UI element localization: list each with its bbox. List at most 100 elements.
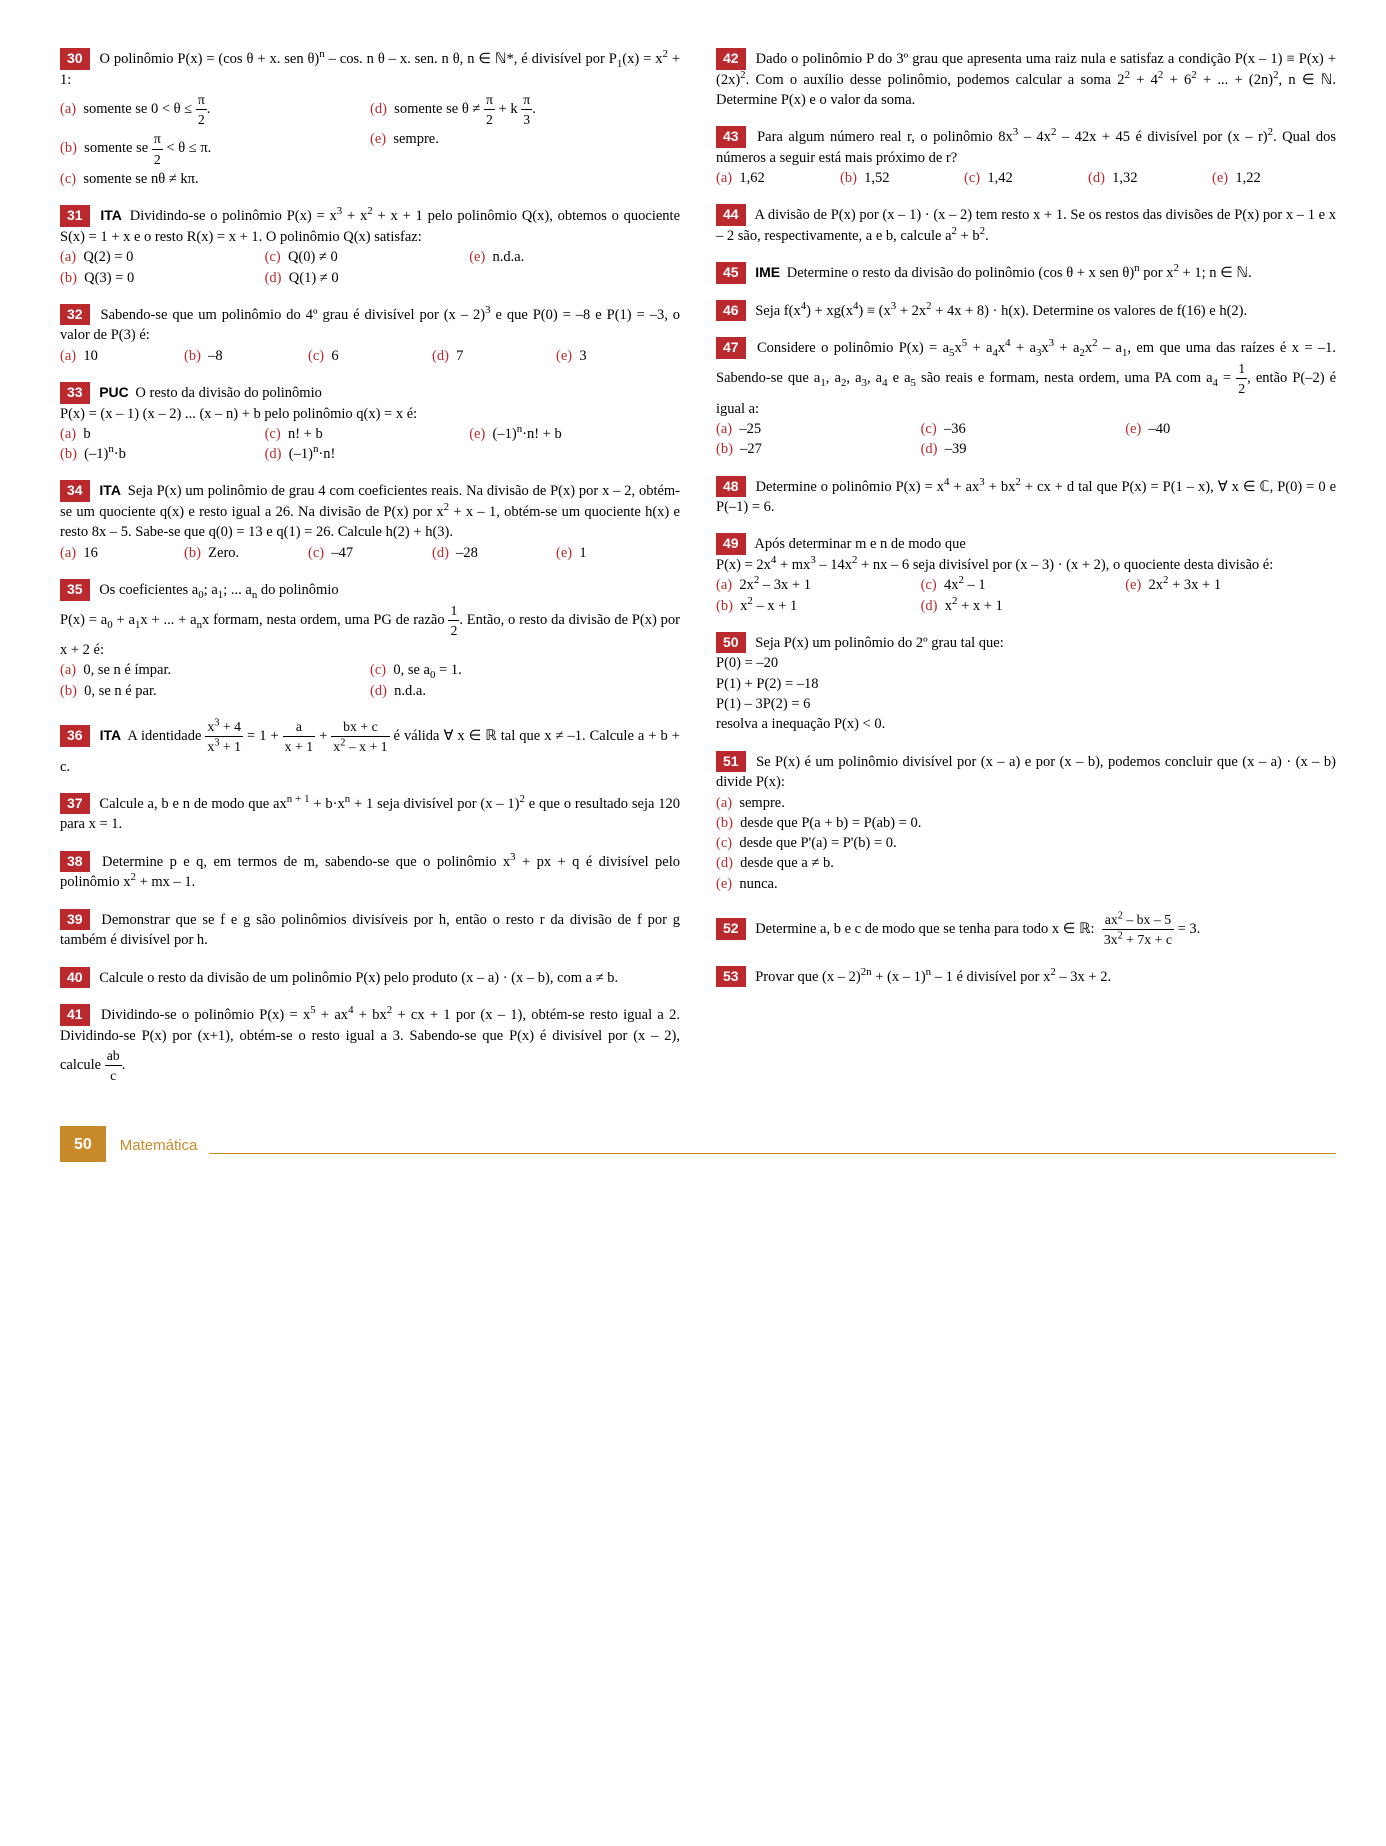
question-number: 47 xyxy=(716,337,746,359)
source-tag: IME xyxy=(755,264,780,280)
question-body: Seja f(x4) + xg(x4) ≡ (x3 + 2x2 + 4x + 8… xyxy=(755,303,1247,319)
option: (b) Q(3) = 0 xyxy=(60,268,265,288)
question-number: 53 xyxy=(716,966,746,988)
problem-30: 30 O polinômio P(x) = (cos θ + x. sen θ)… xyxy=(60,48,680,189)
question-number: 41 xyxy=(60,1004,90,1026)
option: (e) sempre. xyxy=(370,129,680,169)
problem-48: 48 Determine o polinômio P(x) = x4 + ax3… xyxy=(716,476,1336,518)
problem-36: 36 ITA A identidade x3 + 4x3 + 1 = 1 + a… xyxy=(60,717,680,777)
question-body: A divisão de P(x) por (x – 1) · (x – 2) … xyxy=(716,207,1336,244)
problem-53: 53 Provar que (x – 2)2n + (x – 1)n – 1 é… xyxy=(716,966,1336,988)
option: (e) n.d.a. xyxy=(469,247,674,267)
option: (c) 0, se a0 = 1. xyxy=(370,660,680,680)
question-number: 37 xyxy=(60,793,90,815)
question-body: Sabendo-se que um polinômio do 4º grau é… xyxy=(60,307,680,344)
problem-35: 35 Os coeficientes a0; a1; ... an do pol… xyxy=(60,579,680,701)
question-body: Após determinar m e n de modo queP(x) = … xyxy=(716,536,1273,573)
option: (c) 6 xyxy=(308,346,432,366)
problem-33: 33 PUC O resto da divisão do polinômioP(… xyxy=(60,382,680,464)
option: (c) n! + b xyxy=(265,424,470,444)
option: (d) –39 xyxy=(921,439,1126,459)
question-body: Considere o polinômio P(x) = a5x5 + a4x4… xyxy=(716,340,1336,416)
option: (b) desde que P(a + b) = P(ab) = 0. xyxy=(716,813,1336,833)
problem-44: 44 A divisão de P(x) por (x – 1) · (x – … xyxy=(716,204,1336,246)
option: (d) Q(1) ≠ 0 xyxy=(265,268,470,288)
question-body: Demonstrar que se f e g são polinômios d… xyxy=(60,912,680,949)
option: (d) –28 xyxy=(432,543,556,563)
problem-52: 52 Determine a, b e c de modo que se ten… xyxy=(716,910,1336,950)
option: (c) 1,42 xyxy=(964,168,1088,188)
source-tag: ITA xyxy=(100,727,122,743)
option: (d) 1,32 xyxy=(1088,168,1212,188)
question-body: Determine p e q, em termos de m, sabendo… xyxy=(60,854,680,891)
option: (b) 1,52 xyxy=(840,168,964,188)
problem-34: 34 ITA Seja P(x) um polinômio de grau 4 … xyxy=(60,480,680,562)
option: (d) (–1)n·n! xyxy=(265,444,470,464)
option: (d) somente se θ ≠ π2 + k π3. xyxy=(370,90,680,130)
option: (e) (–1)n·n! + b xyxy=(469,424,674,444)
question-number: 30 xyxy=(60,48,90,70)
question-number: 42 xyxy=(716,48,746,70)
question-body: Calcule o resto da divisão de um polinôm… xyxy=(99,970,618,986)
option: (e) 2x2 + 3x + 1 xyxy=(1125,575,1330,595)
problem-40: 40 Calcule o resto da divisão de um poli… xyxy=(60,967,680,989)
option: (d) x2 + x + 1 xyxy=(921,596,1126,616)
option: (c) 4x2 – 1 xyxy=(921,575,1126,595)
question-number: 49 xyxy=(716,533,746,555)
question-number: 33 xyxy=(60,382,90,404)
option: (a) somente se 0 < θ ≤ π2. xyxy=(60,90,370,130)
page-label: Matemática xyxy=(120,1135,198,1162)
problem-45: 45 IME Determine o resto da divisão do p… xyxy=(716,262,1336,284)
question-number: 36 xyxy=(60,725,90,747)
source-tag: ITA xyxy=(99,482,121,498)
question-body: Se P(x) é um polinômio divisível por (x … xyxy=(716,754,1336,791)
option: (e) 1,22 xyxy=(1212,168,1336,188)
question-body: Calcule a, b e n de modo que axn + 1 + b… xyxy=(60,796,680,833)
question-body: Determine o resto da divisão do polinômi… xyxy=(787,265,1252,281)
question-body: Os coeficientes a0; a1; ... an do polinô… xyxy=(60,582,680,658)
question-number: 34 xyxy=(60,480,90,502)
option: (a) Q(2) = 0 xyxy=(60,247,265,267)
question-number: 50 xyxy=(716,632,746,654)
question-body: Dado o polinômio P do 3º grau que aprese… xyxy=(716,51,1336,108)
question-body: Determine a, b e c de modo que se tenha … xyxy=(755,921,1200,937)
problem-46: 46 Seja f(x4) + xg(x4) ≡ (x3 + 2x2 + 4x … xyxy=(716,300,1336,322)
problem-51: 51 Se P(x) é um polinômio divisível por … xyxy=(716,751,1336,894)
option: (e) 3 xyxy=(556,346,680,366)
problem-37: 37 Calcule a, b e n de modo que axn + 1 … xyxy=(60,793,680,835)
source-tag: PUC xyxy=(99,384,129,400)
question-body: Seja P(x) um polinômio do 2º grau tal qu… xyxy=(716,635,1004,732)
question-number: 45 xyxy=(716,262,746,284)
option: (a) 16 xyxy=(60,543,184,563)
option: (e) nunca. xyxy=(716,874,1336,894)
question-number: 52 xyxy=(716,918,746,940)
question-body: Dividindo-se o polinômio P(x) = x5 + ax4… xyxy=(60,1007,680,1073)
option: (b) somente se π2 < θ ≤ π. xyxy=(60,129,370,169)
question-number: 39 xyxy=(60,909,90,931)
question-body: Determine o polinômio P(x) = x4 + ax3 + … xyxy=(716,479,1336,516)
problem-43: 43 Para algum número real r, o polinômio… xyxy=(716,126,1336,188)
option: (c) somente se nθ ≠ kπ. xyxy=(60,169,370,189)
option: (a) –25 xyxy=(716,419,921,439)
option: (c) Q(0) ≠ 0 xyxy=(265,247,470,267)
option: (e) –40 xyxy=(1125,419,1330,439)
question-body: Provar que (x – 2)2n + (x – 1)n – 1 é di… xyxy=(755,969,1111,985)
page-footer: 50 Matemática xyxy=(60,1126,1336,1162)
question-number: 46 xyxy=(716,300,746,322)
option: (b) (–1)n·b xyxy=(60,444,265,464)
question-number: 51 xyxy=(716,751,746,773)
option: (b) Zero. xyxy=(184,543,308,563)
option: (c) –47 xyxy=(308,543,432,563)
problem-31: 31 ITA Dividindo-se o polinômio P(x) = x… xyxy=(60,205,680,287)
question-body: Para algum número real r, o polinômio 8x… xyxy=(716,129,1336,166)
option: (a) sempre. xyxy=(716,793,1336,813)
question-number: 38 xyxy=(60,851,90,873)
question-body: Seja P(x) um polinômio de grau 4 com coe… xyxy=(60,483,680,540)
question-body: O polinômio P(x) = (cos θ + x. sen θ)n –… xyxy=(60,51,680,88)
problem-50: 50 Seja P(x) um polinômio do 2º grau tal… xyxy=(716,632,1336,735)
problem-41: 41 Dividindo-se o polinômio P(x) = x5 + … xyxy=(60,1004,680,1085)
option: (b) 0, se n é par. xyxy=(60,681,370,701)
question-body: Dividindo-se o polinômio P(x) = x3 + x2 … xyxy=(60,208,680,245)
question-number: 44 xyxy=(716,204,746,226)
problem-39: 39 Demonstrar que se f e g são polinômio… xyxy=(60,909,680,951)
